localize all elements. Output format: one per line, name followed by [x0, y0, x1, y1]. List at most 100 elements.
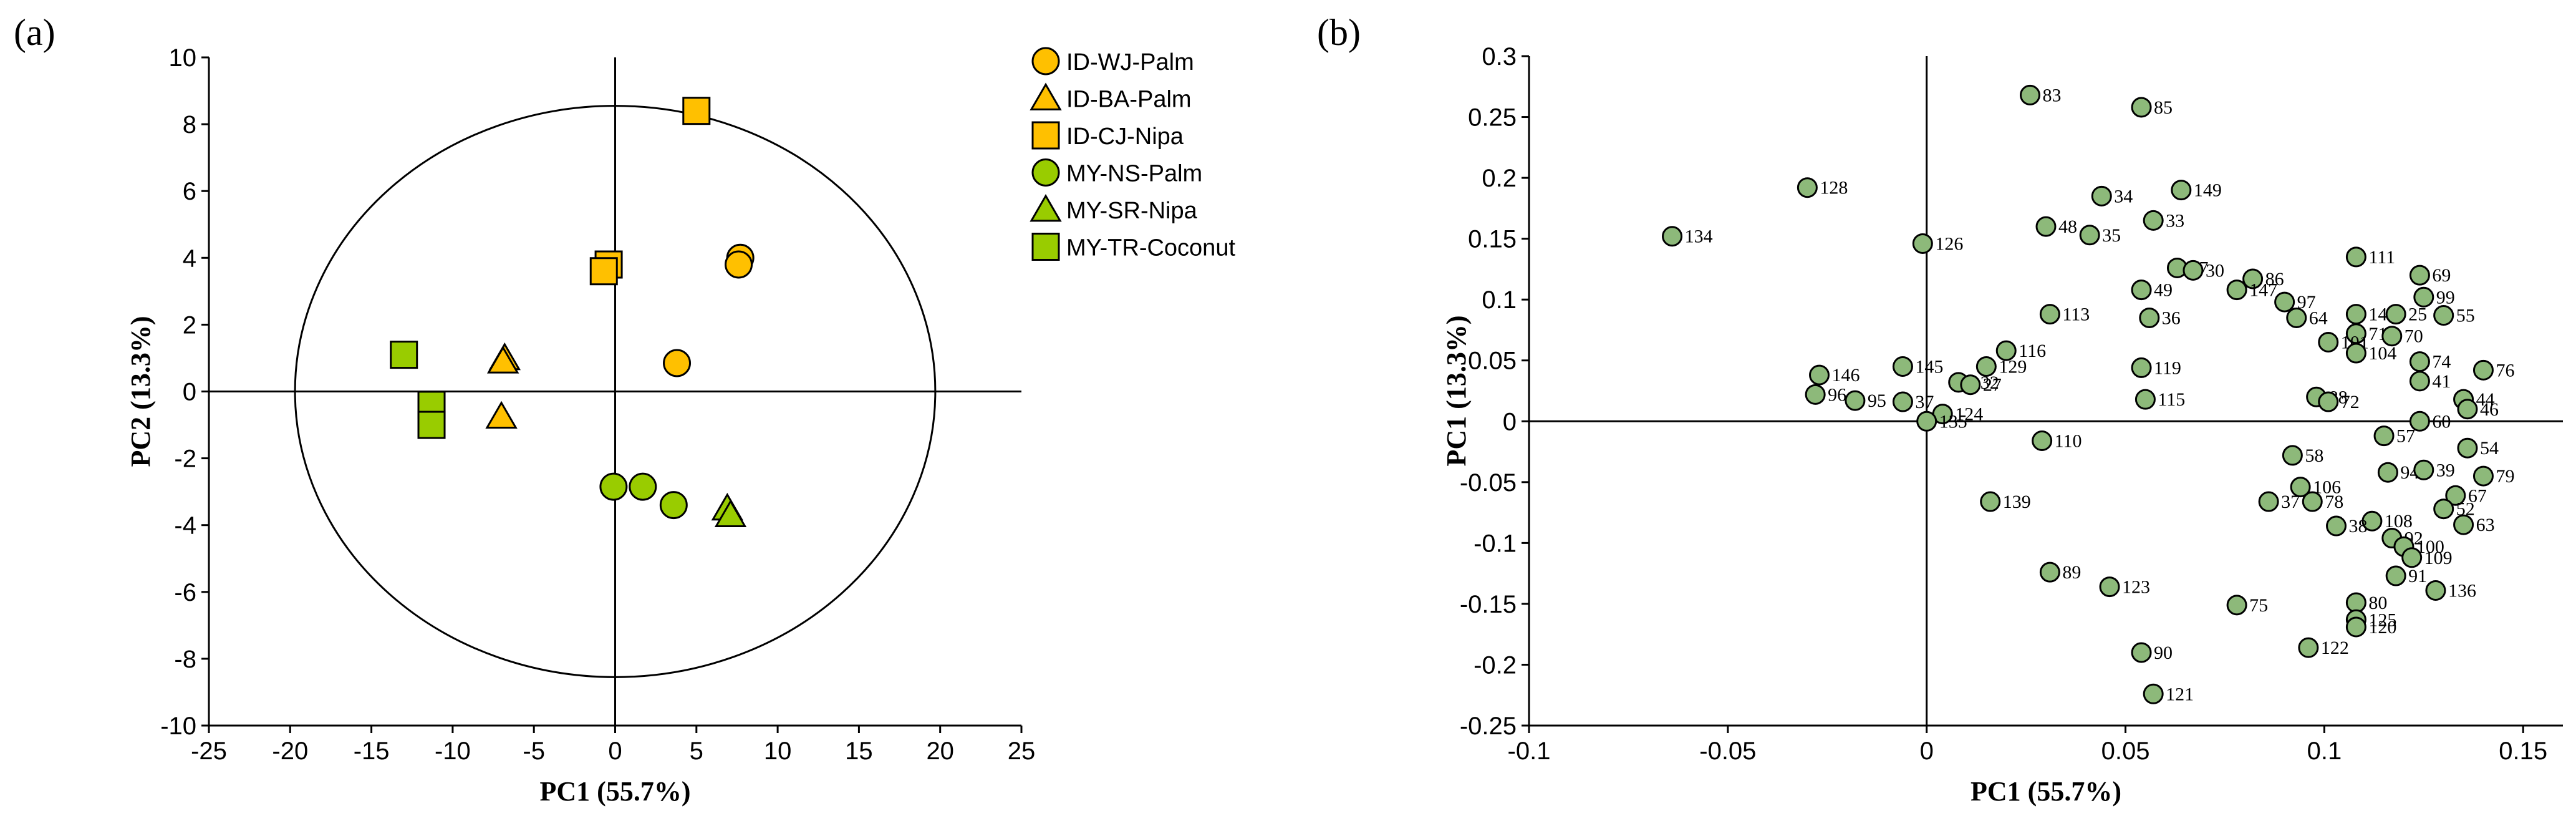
panel-b-point-label: 109: [2424, 548, 2453, 568]
panel-b-point-label: 69: [2432, 265, 2451, 286]
panel-b-point-label: 72: [2341, 392, 2360, 412]
panel-b-point-label: 145: [1915, 356, 1943, 377]
panel-a-y-tick-label: 0: [183, 379, 196, 406]
panel-a-point-my-tr-coconut: [417, 411, 446, 439]
panel-b-ticks: -0.1 -0.05 0 0.05 0.1 0.15 -0.25 -0.2 -0.15 -0.1 -…: [1460, 43, 2547, 765]
panel-b-point-label: 119: [2154, 357, 2181, 378]
panel-b-point-label: 104: [2368, 343, 2396, 364]
panel-a-point-my-tr-coconut: [390, 341, 418, 369]
panel-b-loading-point: [2091, 185, 2112, 207]
panel-b-y-tick-label: -0.25: [1460, 712, 1517, 740]
panel-b-loading-point: [2345, 592, 2366, 613]
legend-label-my-tr-coconut: MY-TR-Coconut: [1066, 235, 1235, 261]
panel-b-loading-point: [1916, 411, 1937, 432]
panel-b-loading-point: [2079, 225, 2100, 246]
panel-b-point-label: 76: [2496, 360, 2514, 381]
panel-b-point-label: 75: [2249, 595, 2268, 616]
panel-a-x-tick-label: 5: [690, 737, 703, 765]
panel-a-y-tick-label: -4: [174, 512, 196, 540]
panel-b-y-tick-label: 0.2: [1482, 165, 1517, 192]
panel-b-loading-point: [2345, 304, 2366, 325]
panel-b-point-label: 64: [2309, 308, 2328, 328]
panel-a-x-tick-label: 15: [845, 737, 873, 765]
panel-b-y-tick-label: 0: [1503, 408, 1517, 435]
panel-a-x-tick-label: 25: [1008, 737, 1036, 765]
panel-a-x-tick-label: -25: [191, 737, 227, 765]
panel-b-x-axis-label: PC1 (55.7%): [1971, 776, 2121, 807]
panel-b-loading-point: [2361, 510, 2383, 532]
panel-b-point-label: 115: [2158, 389, 2185, 410]
panel-b-point-label: 36: [2162, 308, 2181, 328]
legend-label-id-wj-palm: ID-WJ-Palm: [1066, 49, 1194, 75]
panel-b-loading-point: [2457, 399, 2478, 420]
panel-b-point-label: 83: [2042, 85, 2061, 105]
panel-b-point-label: 55: [2456, 306, 2475, 326]
panel-b-point-label: 44: [2476, 389, 2495, 410]
panel-a-point-id-cj-nipa: [589, 257, 618, 286]
panel-b-point-label: 128: [1820, 178, 1848, 198]
panel-b-loading-point: [2131, 97, 2152, 118]
panel-a-point-my-sr-nipa: [714, 499, 747, 527]
panel-a-x-tick-label: -10: [435, 737, 471, 765]
panel-b-x-tick-label: 0: [1920, 737, 1934, 765]
panel-b-loading-point: [2258, 491, 2279, 512]
legend-label-my-ns-palm: MY-NS-Palm: [1066, 161, 1202, 187]
panel-b-point-label: 124: [1955, 404, 1983, 425]
panel-b-loading-point: [1662, 226, 1683, 247]
panel-b-loading-point: [2318, 391, 2339, 412]
panel-b-loading-point: [2345, 616, 2366, 638]
panel-b-loading-point: [1980, 491, 2001, 512]
panel-b-point-label: 85: [2154, 97, 2173, 118]
panel-b-loading-point: [2401, 547, 2423, 568]
panel-a-x-axis-label: PC1 (55.7%): [540, 776, 691, 807]
panel-b-point-label: 74: [2432, 352, 2451, 372]
panel-b-point-label: 63: [2476, 515, 2495, 535]
panel-b-point-label: 136: [2448, 580, 2476, 601]
panel-a-y-tick-label: 8: [183, 111, 196, 138]
panel-b-point-label: 35: [2102, 225, 2121, 246]
panel-b-loading-point: [2131, 279, 2152, 301]
panel-b-loading-point: [1975, 356, 1997, 377]
legend-label-id-cj-nipa: ID-CJ-Nipa: [1066, 124, 1184, 150]
legend-marker-id-ba-palm: [1030, 82, 1062, 110]
panel-b-point-label: 30: [2206, 260, 2224, 281]
panel-b-loading-point: [2345, 343, 2366, 364]
panel-b-point-label: 57: [2396, 426, 2415, 447]
panel-b-loading-point: [2413, 459, 2434, 480]
panel-a-point-my-ns-palm: [659, 491, 688, 520]
panel-a-y-axis-label: PC2 (13.3%): [125, 316, 156, 467]
legend-label-my-sr-nipa: MY-SR-Nipa: [1066, 198, 1198, 224]
panel-b-loading-point: [1797, 177, 1818, 198]
panel-b-x-tick-label: 0.1: [2307, 737, 2342, 765]
panel-b-x-tick-label: -0.1: [1508, 737, 1551, 765]
panel-b-point-label: 54: [2480, 438, 2499, 459]
panel-b-loading-point: [2413, 286, 2434, 308]
panel-a-x-tick-label: -20: [272, 737, 308, 765]
panel-a-y-tick-label: 2: [183, 311, 196, 339]
panel-b-loading-point: [2373, 425, 2395, 447]
panel-b-point-label: 149: [2194, 180, 2222, 201]
panel-b-point-label: 146: [1832, 365, 1860, 386]
panel-b-point-label: 78: [2325, 492, 2343, 512]
panel-b-loading-point: [1892, 391, 1913, 412]
panel-a-x-tick-label: 0: [608, 737, 622, 765]
panel-b-point-label: 70: [2405, 326, 2423, 347]
panel-b-loading-point: [2302, 491, 2323, 512]
panel-b-point-label: 129: [1999, 356, 2027, 377]
panel-b-loading-point: [2433, 498, 2454, 520]
panel-b-loading-point: [2345, 246, 2366, 268]
panel-b-point-label: 134: [1685, 226, 1713, 247]
panel-b-loading-point: [2226, 279, 2247, 301]
panel-b-loading-point: [2453, 514, 2474, 535]
panel-b-y-tick-label: -0.15: [1460, 591, 1517, 618]
legend-label-id-ba-palm: ID-BA-Palm: [1066, 87, 1192, 113]
panel-b-point-label: 123: [2122, 577, 2150, 598]
panel-b-point-label: 110: [2055, 430, 2082, 451]
panel-b-loading-point: [2143, 683, 2164, 704]
legend-marker-my-ns-palm: [1031, 158, 1060, 187]
panel-b-point-label: 126: [1935, 233, 1963, 254]
panel-b-loading-point: [1845, 390, 1866, 411]
panel-b-loading-point: [2039, 304, 2060, 325]
panel-b-point-label: 125: [2368, 610, 2396, 630]
panel-a-point-id-wj-palm: [725, 250, 753, 279]
